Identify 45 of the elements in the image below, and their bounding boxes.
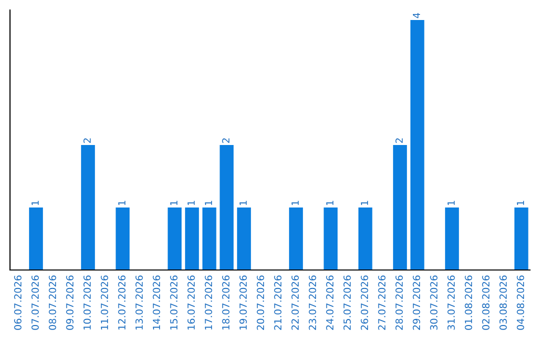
x-tick-label: 12.07.2026: [118, 275, 126, 330]
x-tick-label: 27.07.2026: [378, 275, 386, 330]
x-tick-label: 14.07.2026: [152, 275, 160, 330]
x-tick-label: 18.07.2026: [222, 275, 230, 330]
x-tick-label: 28.07.2026: [395, 275, 403, 330]
x-tick-label: 11.07.2026: [100, 275, 108, 330]
data-label: 2: [83, 138, 91, 143]
x-tick-label: 15.07.2026: [170, 275, 178, 330]
data-label: 2: [395, 138, 403, 143]
x-tick-label: 24.07.2026: [326, 275, 334, 330]
x-tick-label: 17.07.2026: [204, 275, 212, 330]
data-label: 2: [222, 138, 230, 143]
x-tick-label: 20.07.2026: [256, 275, 264, 330]
x-tick-label: 10.07.2026: [83, 275, 91, 330]
x-tick-label: 31.07.2026: [447, 275, 455, 330]
data-label: 1: [360, 200, 368, 206]
x-tick-label: 07.07.2026: [31, 275, 39, 330]
x-tick-label: 13.07.2026: [135, 275, 143, 330]
x-tick-label: 25.07.2026: [343, 275, 351, 330]
x-tick-label: 16.07.2026: [187, 275, 195, 330]
data-label: 1: [188, 200, 195, 206]
data-label: 1: [516, 200, 524, 206]
data-label: 1: [326, 200, 334, 206]
data-label: 1: [32, 200, 39, 206]
data-label: 1: [204, 200, 212, 206]
x-tick-label: 21.07.2026: [274, 275, 282, 330]
x-tick-label: 09.07.2026: [66, 275, 74, 330]
x-tick-label: 01.08.2026: [464, 275, 472, 330]
data-label: 1: [118, 200, 126, 206]
data-label: 1: [240, 200, 247, 206]
data-label: 1: [448, 200, 455, 206]
x-tick-label: 26.07.2026: [360, 275, 368, 330]
x-tick-label: 08.07.2026: [48, 275, 56, 330]
data-label: 1: [170, 200, 178, 206]
x-tick-label: 03.08.2026: [499, 275, 507, 330]
x-tick-label: 02.08.2026: [482, 275, 490, 330]
x-tick-label: 06.07.2026: [14, 275, 22, 330]
data-label: 4: [412, 12, 420, 18]
x-tick-label: 22.07.2026: [291, 275, 299, 330]
x-tick-label: 23.07.2026: [308, 275, 316, 330]
x-tick-label: 29.07.2026: [412, 275, 420, 330]
x-tick-label: 04.08.2026: [516, 275, 524, 330]
data-label: 1: [292, 200, 299, 206]
x-tick-label: 19.07.2026: [239, 275, 247, 330]
x-tick-label: 30.07.2026: [430, 275, 438, 330]
